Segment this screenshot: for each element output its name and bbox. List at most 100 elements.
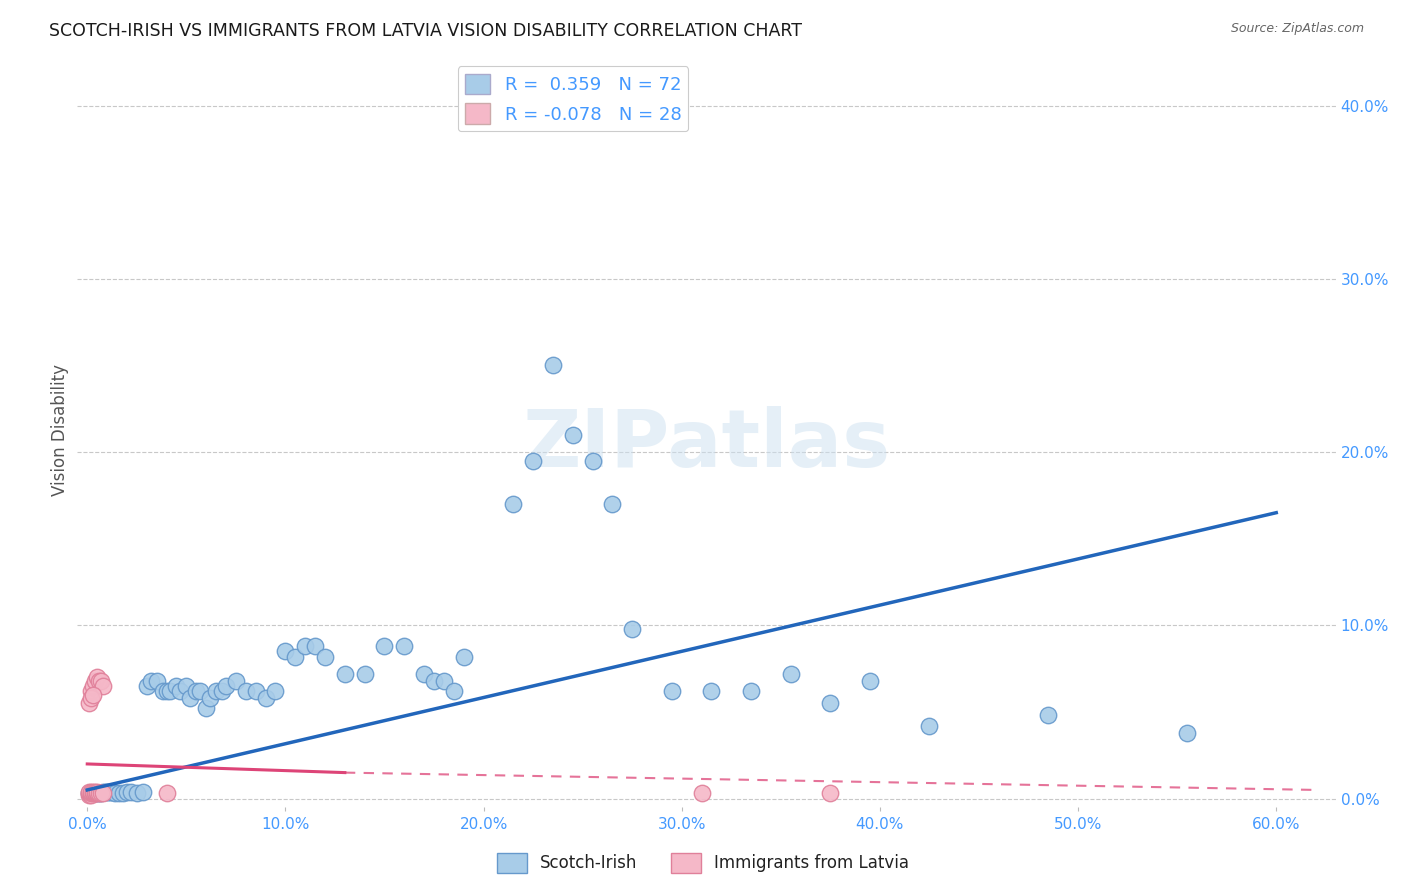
Point: [245, 684, 267, 698]
Point: [89, 673, 111, 688]
Point: [211, 684, 233, 698]
Point: [77, 786, 100, 800]
Text: SCOTCH-IRISH VS IMMIGRANTS FROM LATVIA VISION DISABILITY CORRELATION CHART: SCOTCH-IRISH VS IMMIGRANTS FROM LATVIA V…: [49, 22, 803, 40]
Point: [176, 679, 198, 693]
Point: [101, 785, 124, 799]
Point: [333, 666, 356, 681]
Point: [152, 684, 174, 698]
Point: [561, 427, 583, 442]
Point: [235, 684, 257, 698]
Point: [82, 679, 104, 693]
Point: [125, 786, 148, 800]
Point: [80, 691, 103, 706]
Point: [443, 684, 465, 698]
Point: [89, 786, 111, 800]
Point: [165, 679, 187, 693]
Legend: Scotch-Irish, Immigrants from Latvia: Scotch-Irish, Immigrants from Latvia: [491, 847, 915, 880]
Point: [433, 673, 456, 688]
Point: [859, 673, 882, 688]
Point: [188, 684, 211, 698]
Point: [314, 649, 336, 664]
Point: [139, 673, 162, 688]
Point: [195, 701, 218, 715]
Text: ZIPatlas: ZIPatlas: [523, 407, 890, 484]
Point: [111, 786, 134, 800]
Point: [86, 786, 108, 800]
Point: [353, 666, 375, 681]
Point: [86, 670, 108, 684]
Point: [820, 696, 842, 710]
Point: [91, 786, 114, 800]
Point: [90, 786, 112, 800]
Point: [77, 788, 100, 802]
Point: [91, 785, 114, 799]
Point: [740, 684, 762, 698]
Point: [1175, 725, 1198, 739]
Point: [373, 639, 395, 653]
Point: [82, 688, 104, 702]
Point: [918, 719, 941, 733]
Point: [621, 622, 644, 636]
Point: [80, 786, 103, 800]
Text: Source: ZipAtlas.com: Source: ZipAtlas.com: [1230, 22, 1364, 36]
Point: [159, 684, 181, 698]
Point: [82, 786, 104, 800]
Point: [394, 639, 416, 653]
Point: [94, 785, 117, 799]
Point: [274, 644, 297, 658]
Point: [90, 673, 112, 688]
Point: [104, 786, 127, 800]
Point: [453, 649, 475, 664]
Point: [700, 684, 723, 698]
Point: [145, 673, 167, 688]
Point: [541, 359, 564, 373]
Point: [155, 786, 177, 800]
Point: [80, 786, 103, 800]
Point: [98, 785, 121, 799]
Point: [820, 786, 842, 800]
Point: [82, 786, 104, 800]
Y-axis label: Vision Disability: Vision Disability: [51, 365, 69, 496]
Point: [1038, 708, 1060, 723]
Point: [84, 786, 107, 800]
Point: [779, 666, 801, 681]
Point: [80, 788, 103, 802]
Point: [502, 497, 524, 511]
Point: [215, 679, 238, 693]
Point: [80, 684, 103, 698]
Point: [198, 691, 221, 706]
Point: [84, 673, 107, 688]
Point: [86, 785, 108, 799]
Point: [205, 684, 228, 698]
Point: [169, 684, 191, 698]
Point: [91, 679, 114, 693]
Point: [522, 453, 544, 467]
Point: [294, 639, 316, 653]
Point: [581, 453, 603, 467]
Point: [84, 786, 107, 800]
Point: [602, 497, 624, 511]
Point: [284, 649, 307, 664]
Point: [77, 786, 100, 800]
Point: [254, 691, 277, 706]
Point: [304, 639, 326, 653]
Point: [77, 785, 100, 799]
Point: [690, 786, 713, 800]
Point: [86, 786, 108, 800]
Point: [423, 673, 446, 688]
Point: [132, 785, 155, 799]
Point: [89, 786, 111, 800]
Point: [661, 684, 683, 698]
Point: [108, 786, 131, 800]
Point: [80, 785, 103, 799]
Point: [155, 684, 177, 698]
Point: [82, 785, 104, 799]
Point: [90, 786, 112, 800]
Point: [100, 785, 122, 799]
Point: [120, 785, 142, 799]
Legend: R =  0.359   N = 72, R = -0.078   N = 28: R = 0.359 N = 72, R = -0.078 N = 28: [457, 66, 689, 131]
Point: [225, 673, 247, 688]
Point: [264, 684, 287, 698]
Point: [84, 785, 107, 799]
Point: [135, 679, 157, 693]
